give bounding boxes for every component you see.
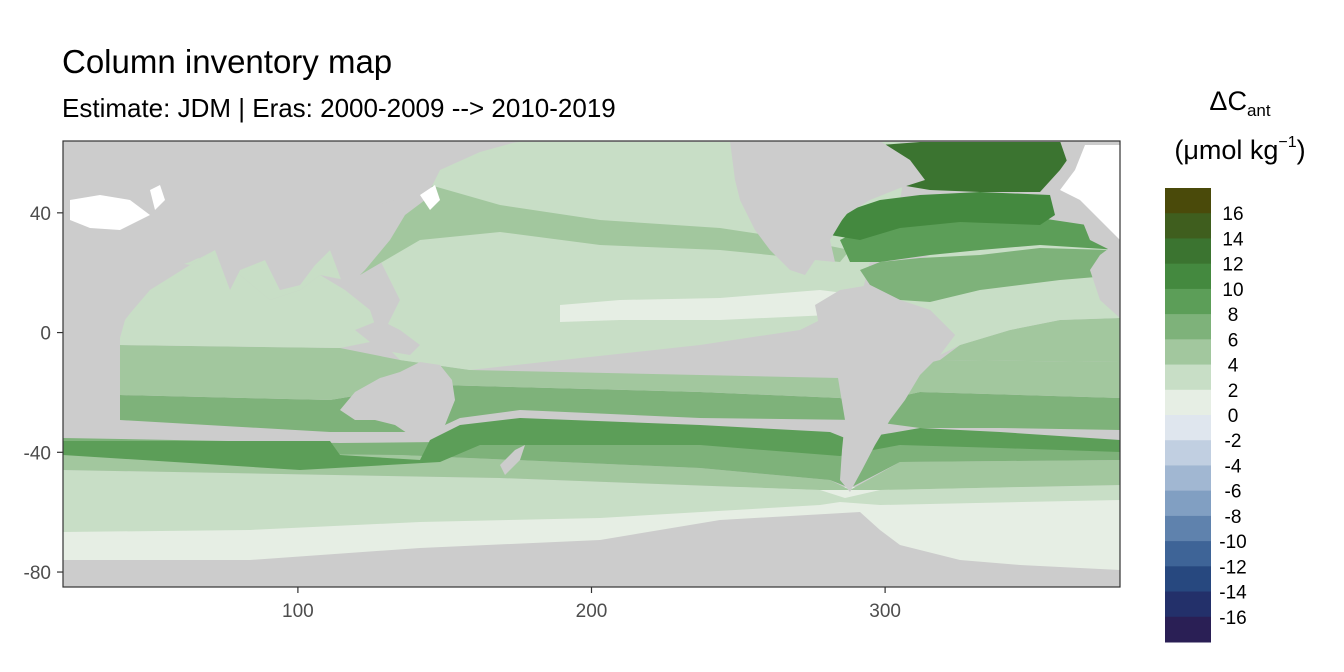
missing-data [70, 145, 1120, 240]
map-panel [62, 140, 1121, 588]
ocean-indian [120, 250, 380, 348]
land-africa [63, 141, 420, 420]
land-maritime-continent [355, 320, 420, 355]
ocean-na-band-4 [880, 142, 1080, 192]
legend-break-label: -12 [1219, 557, 1246, 578]
legend-swatch [1165, 339, 1211, 366]
y-tick-label: -80 [24, 563, 51, 584]
x-tick-label: 100 [282, 601, 314, 622]
legend-swatch [1165, 364, 1211, 391]
land-north-america [730, 141, 925, 275]
legend-swatch [1165, 440, 1211, 466]
legend-break-label: 8 [1228, 305, 1239, 326]
legend-swatch [1165, 566, 1211, 593]
x-tick-label: 300 [869, 601, 901, 622]
legend-swatch [1165, 263, 1211, 290]
legend-swatch [1165, 188, 1211, 214]
missing-data-arctic [420, 185, 440, 210]
legend-swatch [1165, 213, 1211, 239]
legend-title-unit: (μmol kg−1) [1174, 134, 1306, 165]
legend-break-label: -16 [1219, 608, 1246, 629]
land-asia-east [200, 141, 520, 290]
legend-break-label: -4 [1225, 456, 1242, 477]
legend-title-variable: ΔCant [1209, 86, 1271, 120]
missing-data-northwest [70, 195, 150, 230]
y-tick-label: -40 [24, 443, 51, 464]
legend-break-label: 12 [1222, 255, 1243, 276]
legend-swatch [1165, 541, 1211, 567]
land-southern-africa [63, 400, 118, 432]
land-west-africa [1090, 240, 1120, 318]
legend-break-label: -8 [1225, 507, 1242, 528]
legend-break-label: 10 [1222, 280, 1243, 301]
legend-break-label: 2 [1228, 381, 1239, 402]
x-tick-label: 200 [576, 601, 608, 622]
legend-swatch [1165, 616, 1211, 643]
land-australia [340, 362, 455, 440]
legend-swatch [1165, 288, 1211, 315]
ocean-na-band-1 [860, 240, 1120, 302]
ocean-na-band-3 [830, 192, 1055, 240]
legend-break-label: -14 [1219, 583, 1247, 604]
map-title: Column inventory map [62, 43, 393, 80]
legend-swatch [1165, 314, 1211, 340]
missing-data-hudson [1060, 145, 1120, 240]
ocean-north-pacific-band [350, 185, 850, 275]
legend-swatch [1165, 238, 1211, 265]
legend-break-label: 4 [1228, 356, 1239, 377]
ocean-equatorial-band [560, 290, 860, 322]
ocean-south-atlantic [940, 318, 1120, 362]
legend-swatch [1165, 515, 1211, 542]
legend-break-label: -2 [1225, 431, 1242, 452]
legend-colorbar: 16 14 12 10 8 6 4 2 0 -2 -4 -6 -8 -10 -12 -14 -16 [1165, 188, 1247, 643]
legend-break-label: -6 [1225, 482, 1242, 503]
missing-data-northwest-2 [150, 185, 165, 210]
map-subtitle: Estimate: JDM | Eras: 2000-2009 --> 2010… [62, 93, 616, 123]
y-tick-label: 0 [40, 324, 51, 345]
legend-break-label: 14 [1222, 229, 1244, 250]
land-south-america [815, 285, 955, 492]
legend-break-label: 0 [1228, 406, 1239, 427]
legend-break-label: 6 [1228, 330, 1239, 351]
legend-swatch [1165, 389, 1211, 416]
ocean-band-south-2 [63, 470, 1120, 532]
legend-break-label: -10 [1219, 532, 1246, 553]
y-tick-label: 40 [30, 204, 51, 225]
ocean-band-south-5 [63, 418, 1120, 470]
legend-break-label: 16 [1222, 204, 1243, 225]
legend-swatch [1165, 415, 1211, 441]
land-nz [500, 445, 525, 475]
legend-swatch [1165, 465, 1211, 492]
ocean-indian-north [175, 250, 345, 300]
legend-swatch [1165, 490, 1211, 517]
land-antarctica [63, 540, 1120, 587]
legend-swatch [1165, 591, 1211, 618]
